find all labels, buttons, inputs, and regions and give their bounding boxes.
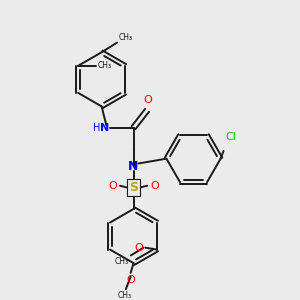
Text: O: O — [144, 95, 152, 106]
Text: S: S — [129, 181, 138, 194]
Text: O: O — [151, 181, 159, 191]
Text: CH₃: CH₃ — [98, 61, 112, 70]
Text: H: H — [93, 123, 100, 133]
Text: CH₃: CH₃ — [115, 257, 129, 266]
Text: CH₃: CH₃ — [118, 291, 132, 300]
Text: O: O — [108, 181, 117, 191]
Text: Cl: Cl — [226, 132, 236, 142]
Text: N: N — [100, 123, 109, 133]
Text: CH₃: CH₃ — [119, 33, 133, 42]
Text: O: O — [135, 243, 143, 253]
Text: O: O — [126, 275, 135, 285]
Text: N: N — [128, 160, 139, 173]
